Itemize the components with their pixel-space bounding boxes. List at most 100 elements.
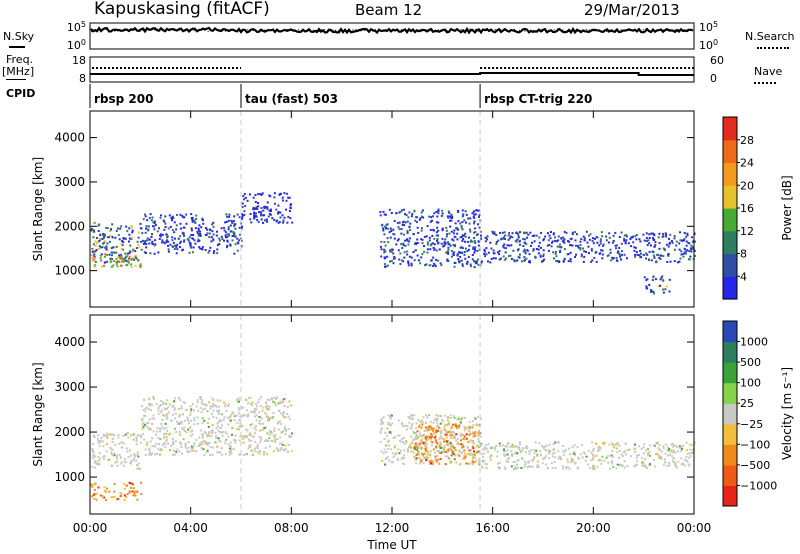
velocity-echo-cell-4	[445, 433, 448, 436]
power-echo-cell-4	[422, 216, 425, 219]
velocity-echo-cell-5	[535, 449, 538, 452]
velocity-echo-cell-2	[257, 401, 260, 404]
velocity-echo-cell-2	[152, 430, 155, 433]
velocity-echo-cell-4	[472, 457, 474, 460]
power-echo-cell-5	[490, 247, 493, 250]
power-echo-cell-2	[159, 216, 162, 219]
power-echo-cell-4	[434, 265, 437, 268]
power-echo-cell-3	[243, 213, 246, 216]
velocity-echo-cell-2	[189, 434, 192, 437]
power-echo-cell-1	[118, 260, 121, 263]
power-echo-cell-1	[139, 264, 142, 267]
power-echo-cell-2	[210, 240, 213, 243]
velocity-echo-cell-2	[167, 406, 170, 409]
velocity-echo-cell-2	[174, 417, 177, 420]
power-echo-cell-2	[216, 248, 219, 251]
velocity-echo-cell-5	[609, 467, 612, 470]
power-echo-cell-1	[110, 265, 113, 268]
power-echo-cell-4	[401, 223, 404, 226]
velocity-echo-cell-5	[499, 461, 502, 464]
power-echo-cell-5	[583, 250, 586, 253]
power-echo-cell-4	[386, 255, 389, 258]
velocity-echo-cell-5	[657, 453, 660, 456]
power-echo-cell-4	[390, 248, 393, 251]
velocity-echo-cell-5	[545, 449, 548, 452]
power-echo-cell-6	[652, 275, 655, 278]
power-colorbar-tick-label-2: 12	[740, 225, 754, 238]
power-echo-cell-6	[660, 276, 663, 279]
velocity-echo-cell-2	[282, 416, 285, 418]
power-echo-cell-4	[462, 213, 465, 216]
power-echo-cell-5	[524, 252, 527, 255]
power-echo-cell-4	[383, 213, 386, 216]
power-echo-cell-4	[473, 216, 476, 219]
velocity-echo-cell-3	[437, 425, 440, 428]
power-echo-cell-0	[93, 253, 96, 256]
velocity-echo-cell-2	[202, 403, 205, 406]
power-echo-cell-0	[110, 247, 113, 250]
power-echo-cell-0	[136, 240, 139, 243]
power-echo-cell-5	[625, 235, 628, 238]
velocity-echo-cell-4	[474, 460, 477, 463]
power-echo-cell-4	[433, 237, 436, 240]
velocity-echo-cell-4	[471, 460, 474, 463]
velocity-echo-cell-4	[467, 440, 470, 443]
velocity-echo-cell-5	[481, 453, 484, 456]
velocity-echo-cell-4	[435, 429, 438, 432]
power-echo-cell-5	[560, 246, 563, 249]
velocity-echo-cell-4	[424, 447, 427, 450]
power-echo-cell-2	[160, 214, 162, 217]
velocity-echo-cell-2	[186, 451, 189, 454]
velocity-echo-cell-4	[468, 427, 471, 429]
power-echo-cell-3	[266, 201, 269, 204]
velocity-echo-cell-5	[542, 457, 545, 460]
velocity-echo-cell-3	[408, 421, 411, 424]
velocity-echo-cell-4	[413, 446, 416, 449]
power-echo-cell-4	[420, 227, 423, 230]
power-echo-cell-4	[440, 242, 443, 245]
power-echo-cell-5	[537, 245, 540, 248]
velocity-echo-cell-0	[113, 434, 116, 437]
power-echo-cell-0	[140, 240, 142, 243]
velocity-echo-cell-2	[155, 402, 158, 405]
power-echo-cell-4	[423, 235, 426, 238]
velocity-echo-cell-2	[249, 432, 252, 435]
power-echo-cell-2	[181, 249, 184, 252]
velocity-echo-cell-2	[169, 449, 171, 452]
velocity-echo-cell-0	[98, 452, 101, 454]
velocity-echo-cell-4	[477, 450, 480, 453]
velocity-echo-cell-5	[591, 453, 594, 456]
power-echo-cell-3	[265, 218, 268, 221]
velocity-echo-cell-3	[447, 416, 449, 419]
power-echo-cell-2	[189, 245, 192, 247]
power-echo-cell-5	[588, 238, 591, 241]
power-echo-cell-5	[517, 236, 520, 239]
velocity-echo-cell-5	[624, 453, 627, 456]
velocity-echo-cell-2	[251, 404, 253, 406]
power-echo-cell-2	[197, 227, 200, 230]
velocity-echo-cell-5	[507, 460, 510, 463]
power-echo-cell-2	[153, 225, 156, 228]
power-echo-cell-5	[688, 258, 691, 261]
velocity-echo-cell-5	[546, 444, 549, 447]
power-echo-cell-1	[116, 265, 119, 268]
velocity-echo-cell-2	[206, 433, 209, 436]
power-echo-cell-4	[441, 229, 444, 232]
velocity-echo-cell-2	[172, 404, 175, 407]
velocity-echo-cell-4	[432, 427, 435, 430]
power-echo-cell-5	[525, 257, 528, 260]
power-echo-cell-2	[220, 227, 223, 230]
power-echo-cell-0	[137, 243, 140, 246]
power-y-axis-label: Slant Range [km]	[31, 157, 45, 261]
power-echo-cell-5	[588, 252, 590, 255]
velocity-echo-cell-3	[466, 462, 469, 465]
velocity-echo-cell-2	[260, 417, 263, 420]
velocity-echo-cell-3	[453, 416, 456, 419]
velocity-echo-cell-3	[473, 416, 476, 419]
velocity-echo-cell-2	[231, 427, 234, 429]
velocity-echo-cell-0	[133, 455, 136, 458]
power-echo-cell-2	[190, 227, 193, 230]
velocity-echo-cell-3	[396, 457, 399, 460]
velocity-echo-cell-3	[480, 417, 482, 420]
velocity-echo-cell-2	[195, 450, 198, 453]
